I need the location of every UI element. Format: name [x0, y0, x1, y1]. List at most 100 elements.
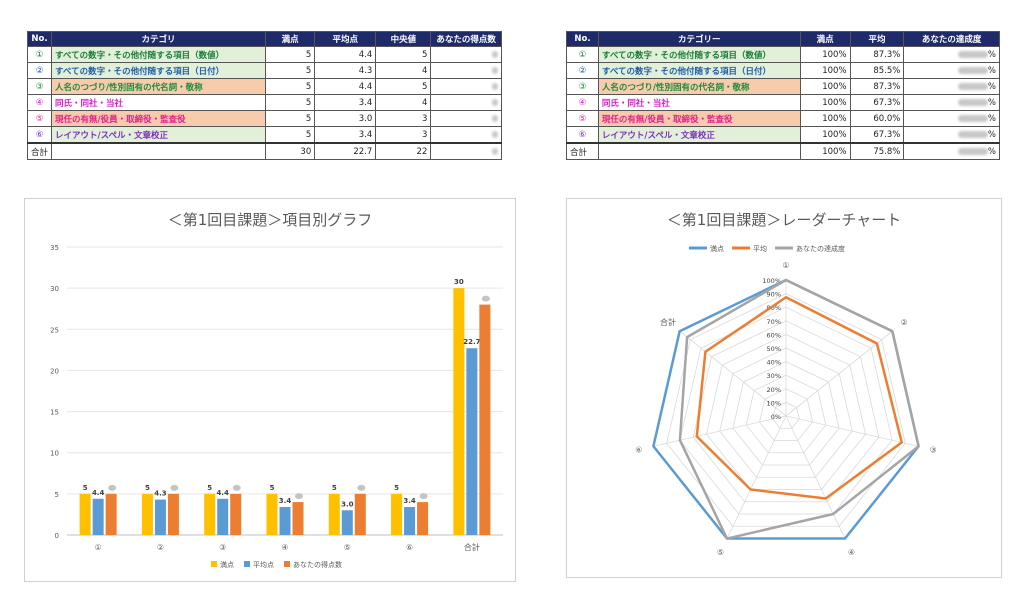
redacted-label: [232, 484, 241, 491]
bar: [292, 502, 304, 535]
redacted-label: [481, 295, 490, 302]
r-tick-label: 80%: [767, 304, 781, 312]
r-tick-label: 0%: [771, 413, 781, 421]
bar: [230, 493, 242, 535]
y-tick-label: 20: [50, 367, 59, 375]
y-tick-label: 0: [55, 532, 59, 540]
bar: [105, 493, 117, 535]
radar-grid-ring: [759, 388, 813, 441]
category-label: ④: [848, 548, 855, 557]
redacted-achievement: %: [903, 110, 1000, 127]
radar-series: [695, 296, 904, 500]
data-label: 4.3: [154, 490, 167, 498]
table-row: ③ 人名のつづり/性別固有の代名詞・敬称 100% 87.3%%: [566, 78, 1000, 95]
bar: [417, 502, 429, 535]
x-tick-label: ⑤: [344, 543, 351, 552]
redacted-score: [430, 94, 502, 111]
category-label: ②: [900, 318, 907, 327]
redacted-achievement: %: [903, 142, 1000, 160]
redacted-label: [295, 493, 303, 500]
redacted-achievement: %: [903, 94, 1000, 111]
table-row: ③ 人名のつづり/性別固有の代名詞・敬称 5 4.4 5: [26, 78, 502, 95]
redacted-score: [430, 142, 502, 160]
total-row: 合計 100% 75.8%%: [566, 142, 1000, 160]
chart-title: ＜第1回目課題＞レーダーチャート: [667, 211, 901, 229]
x-tick-label: ②: [157, 543, 164, 552]
table-row: ① すべての数字・その他付随する項目（数値） 100% 87.3%%: [566, 46, 1000, 63]
data-label: 5: [83, 484, 88, 492]
radar-spoke: [785, 415, 919, 447]
achievement-table: No. カテゴリー 満点 平均 あなたの達成度 ① すべての数字・その他付随する項…: [566, 31, 1000, 160]
legend-label: 平均点: [253, 560, 274, 569]
header-no: No.: [566, 31, 599, 47]
redacted-achievement: %: [903, 46, 1000, 63]
category-label: ③: [930, 446, 937, 455]
radar-spoke: [679, 330, 787, 417]
data-label: 4.4: [217, 489, 230, 497]
redacted-label: [170, 484, 179, 491]
bar: [466, 348, 478, 535]
r-tick-label: 70%: [767, 318, 781, 326]
data-label: 3.4: [403, 497, 416, 505]
r-tick-label: 10%: [767, 399, 781, 407]
redacted-score: [430, 62, 502, 79]
category-label: ⑤: [717, 548, 724, 557]
redacted-label: [108, 484, 117, 491]
bar: [453, 288, 465, 535]
radar-grid-ring: [679, 306, 893, 515]
radar-spoke: [785, 415, 846, 539]
data-label: 5: [145, 484, 150, 492]
radar-grid-ring: [706, 333, 866, 490]
radar-series: [678, 278, 920, 540]
x-tick-label: ①: [95, 543, 102, 552]
redacted-achievement: %: [903, 78, 1000, 95]
data-label: 5: [332, 484, 337, 492]
data-label: 3.0: [341, 500, 354, 508]
r-tick-label: 100%: [762, 277, 781, 285]
header-your-score: あなたの得点数: [430, 31, 502, 47]
redacted-score: [430, 110, 502, 127]
bar: [204, 493, 216, 535]
x-tick-label: 合計: [464, 542, 480, 552]
achievement-table-header: No. カテゴリー 満点 平均 あなたの達成度: [566, 31, 1000, 47]
redacted-achievement: %: [903, 126, 1000, 144]
x-tick-label: ⑥: [406, 543, 413, 552]
radar-chart-panel: ＜第1回目課題＞レーダーチャート 満点 平均 あなたの達成度 0% 10% 20% 30% 40…: [566, 198, 1002, 578]
bar: [141, 493, 153, 535]
bar: [154, 499, 166, 535]
y-tick-label: 35: [50, 244, 59, 252]
category-label: 合計: [660, 317, 676, 327]
bar: [328, 493, 340, 535]
r-tick-label: 20%: [767, 386, 781, 394]
y-tick-label: 15: [50, 409, 59, 417]
header-average: 平均点: [314, 31, 377, 47]
redacted-achievement: %: [903, 62, 1000, 79]
table-row: ② すべての数字・その他付随する項目（日付） 100% 85.5%%: [566, 62, 1000, 79]
data-label: 5: [394, 484, 399, 492]
y-tick-label: 5: [55, 491, 59, 499]
bar: [404, 507, 416, 535]
score-table: No. カテゴリ 満点 平均点 中央値 あなたの得点数 ① すべての数字・その他付…: [26, 31, 502, 160]
score-table-header: No. カテゴリ 満点 平均点 中央値 あなたの得点数: [26, 31, 502, 47]
radar-spoke: [726, 415, 787, 539]
header-median: 中央値: [375, 31, 432, 47]
total-row: 合計 30 22.7 22: [26, 142, 502, 160]
data-label: 3.4: [279, 497, 292, 505]
redacted-score: [430, 78, 502, 95]
r-tick-label: 50%: [767, 345, 781, 353]
data-label: 5: [207, 484, 212, 492]
x-tick-label: ④: [281, 543, 288, 552]
header-no: No.: [26, 31, 53, 47]
table-row: ⑥ レイアウト/スペル・文章校正 5 3.4 3: [26, 126, 502, 144]
bar: [217, 498, 229, 535]
bar: [354, 493, 366, 535]
y-tick-label: 25: [50, 326, 59, 334]
table-row: ④ 同氏・同社・当社 5 3.4 4: [26, 94, 502, 111]
legend-swatch: [211, 561, 217, 567]
radar-grid-ring: [732, 361, 840, 466]
header-category: カテゴリ: [51, 31, 267, 47]
header-full-score: 満点: [799, 31, 851, 47]
table-row: ④ 同氏・同社・当社 100% 67.3%%: [566, 94, 1000, 111]
r-tick-label: 90%: [767, 291, 781, 299]
